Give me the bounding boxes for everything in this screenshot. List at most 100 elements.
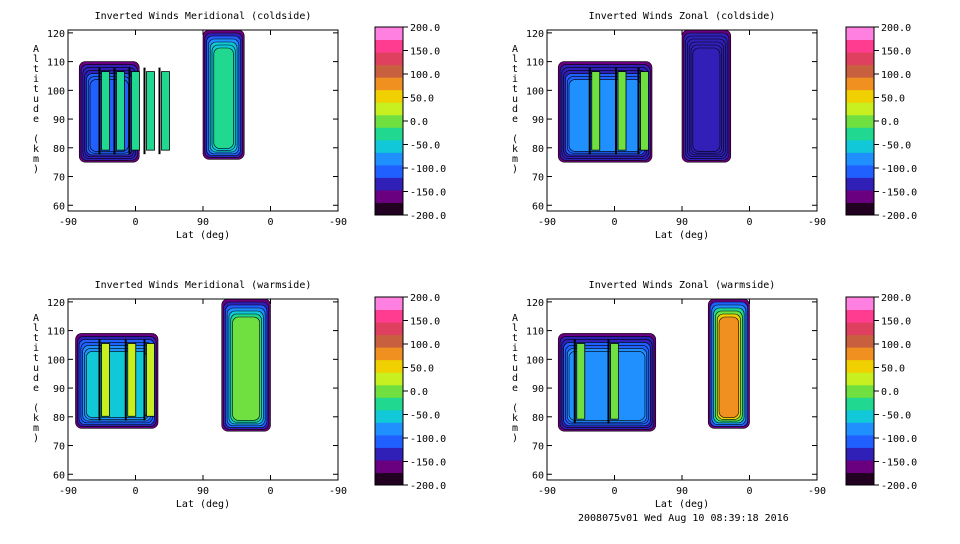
colorbar-swatch [846,434,874,448]
x-tick-label: 0 [267,217,273,228]
contour-band [568,79,642,152]
colorbar-swatch [846,127,874,141]
x-tick-label: 0 [267,486,273,497]
colorbar: 200.0 150.0 100.0 50.0 0.0 -50.0 -100.0 -150.0 -… [845,23,917,222]
colorbar-label: -100.0 [881,434,917,445]
x-axis-label: Lat (deg) [655,499,709,510]
colorbar-label: -100.0 [881,164,917,175]
contour-stripe [617,71,627,151]
contour-band [86,351,148,418]
y-tick-label: 80 [532,144,544,155]
colorbar-swatch [375,472,403,486]
x-tick-label: 0 [746,217,752,228]
colorbar-label: 100.0 [881,70,911,81]
colorbar-swatch [375,384,403,398]
y-tick-label: 120 [47,298,65,309]
y-tick-label: 100 [47,86,65,97]
x-tick-label: 0 [611,217,617,228]
colorbar-swatch [846,102,874,116]
contour-stripe [640,71,649,151]
colorbar-label: -150.0 [881,188,917,199]
colorbar-swatch [846,334,874,348]
colorbar-swatch [375,27,403,41]
colorbar-label: 100.0 [410,70,440,81]
contour-stripe [610,343,619,420]
y-tick-label: 60 [53,201,65,212]
x-tick-label: 90 [197,486,209,497]
y-tick-label: 90 [532,384,544,395]
colorbar-swatch [375,189,403,203]
colorbar: 200.0 150.0 100.0 50.0 0.0 -50.0 -100.0 -150.0 -… [374,23,446,222]
colorbar-swatch [375,102,403,116]
footer-stamp: 2008075v01 Wed Aug 10 08:39:18 2016 [578,513,789,524]
colorbar: 200.0 150.0 100.0 50.0 0.0 -50.0 -100.0 -150.0 -… [374,293,446,492]
colorbar-swatch [375,334,403,348]
colorbar-swatch [375,359,403,373]
colorbar-label: -50.0 [881,411,911,422]
contour-stripe [116,71,125,151]
colorbar-swatch [375,139,403,153]
contour-stripe [131,71,140,151]
colorbar-label: -50.0 [410,411,440,422]
x-tick-label: 0 [611,486,617,497]
colorbar-swatch [846,52,874,66]
y-tick-label: 110 [47,327,65,338]
colorbar-label: 200.0 [881,23,911,34]
colorbar-swatch [375,297,403,311]
y-tick-label: 70 [532,173,544,184]
colorbar: 200.0 150.0 100.0 50.0 0.0 -50.0 -100.0 -150.0 -… [845,293,917,492]
colorbar-swatch [375,372,403,386]
y-tick-label: 100 [47,355,65,366]
contour-stripe [576,343,586,420]
colorbar-swatch [375,64,403,78]
colorbar-swatch [846,27,874,41]
x-tick-label: -90 [59,217,77,228]
colorbar-swatch [375,39,403,53]
colorbar-swatch [375,77,403,91]
contour-stripe [591,71,601,151]
colorbar-swatch [846,139,874,153]
colorbar-label: 150.0 [410,317,440,328]
colorbar-swatch [375,397,403,411]
colorbar-label: -50.0 [410,141,440,152]
x-tick-label: 0 [132,486,138,497]
colorbar-swatch [375,434,403,448]
y-tick-label: 110 [526,327,544,338]
contour-stripe [146,71,155,151]
x-tick-label: 90 [197,217,209,228]
colorbar-label: 150.0 [881,47,911,58]
colorbar-label: 100.0 [410,340,440,351]
chart-title: Inverted Winds Meridional (warmside) [95,280,312,291]
colorbar-swatch [846,39,874,53]
contour-band [213,47,234,149]
colorbar-swatch [375,409,403,423]
colorbar-swatch [846,114,874,128]
colorbar-swatch [375,309,403,323]
colorbar-swatch [375,89,403,103]
chart-title: Inverted Winds Zonal (warmside) [589,280,776,291]
colorbar-swatch [846,459,874,473]
y-tick-label: 110 [526,58,544,69]
colorbar-swatch [846,397,874,411]
colorbar-label: 100.0 [881,340,911,351]
y-tick-label: 70 [53,173,65,184]
colorbar-swatch [375,422,403,436]
colorbar-swatch [846,447,874,461]
colorbar-swatch [375,347,403,361]
y-tick-label: 70 [53,442,65,453]
colorbar-swatch [846,64,874,78]
colorbar-label: 0.0 [881,387,899,398]
colorbar-label: -200.0 [410,481,446,492]
colorbar-swatch [846,189,874,203]
colorbar-swatch [846,297,874,311]
colorbar-swatch [846,409,874,423]
colorbar-swatch [846,89,874,103]
contour-stripe [161,71,170,151]
contour-band [568,351,646,421]
colorbar-label: 200.0 [881,293,911,304]
y-tick-label: 120 [526,298,544,309]
contour-stripe [101,343,110,417]
